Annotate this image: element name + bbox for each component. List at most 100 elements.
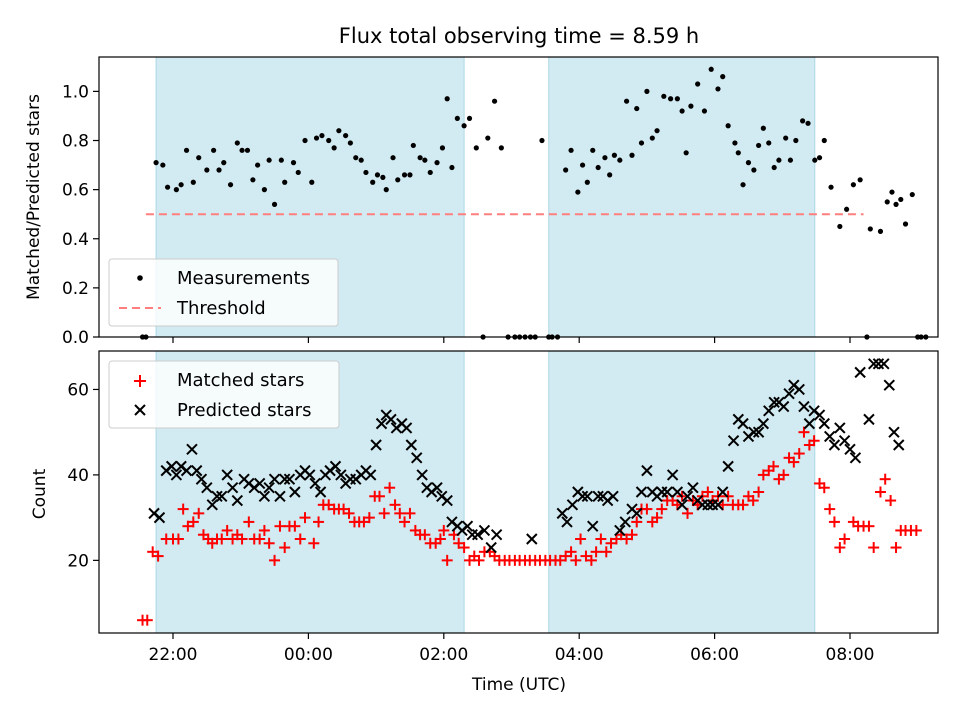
measurement-point bbox=[661, 93, 667, 99]
measurement-point bbox=[771, 164, 777, 171]
predicted-point bbox=[370, 439, 382, 451]
measurement-point bbox=[776, 157, 782, 163]
predicted-point bbox=[576, 490, 589, 502]
y-tick-label: 0.8 bbox=[62, 132, 89, 152]
matched-point bbox=[839, 533, 851, 545]
bottom-y-axis-label: Count bbox=[30, 468, 50, 519]
predicted-point bbox=[309, 477, 321, 490]
measurement-point bbox=[380, 174, 386, 180]
measurement-point bbox=[679, 108, 685, 114]
matched-point bbox=[595, 533, 607, 545]
measurement-point bbox=[370, 179, 376, 185]
predicted-point bbox=[441, 494, 453, 507]
measurement-point bbox=[319, 132, 325, 139]
measurement-point bbox=[850, 182, 856, 188]
predicted-point bbox=[757, 417, 770, 430]
predicted-point bbox=[231, 494, 244, 507]
measurement-point bbox=[644, 88, 650, 94]
measurement-point bbox=[787, 157, 794, 163]
matched-point bbox=[737, 499, 749, 511]
matched-point bbox=[651, 512, 663, 524]
bottom-y-ticks: 20 40 60 bbox=[67, 380, 99, 571]
measurement-point bbox=[160, 162, 166, 168]
matched-point bbox=[363, 512, 375, 524]
matched-point bbox=[626, 529, 638, 541]
matched-point bbox=[834, 542, 846, 554]
predicted-point bbox=[888, 426, 900, 438]
measurement-point bbox=[708, 66, 714, 72]
measurement-point bbox=[336, 128, 342, 134]
predicted-point bbox=[777, 400, 790, 413]
predicted-point bbox=[587, 520, 599, 532]
predicted-point bbox=[748, 426, 760, 438]
matched-point bbox=[299, 512, 311, 524]
measurement-point bbox=[732, 140, 738, 146]
predicted-point bbox=[768, 396, 780, 408]
top-legend: Measurements Threshold bbox=[108, 258, 339, 327]
predicted-point bbox=[314, 486, 327, 498]
measurement-point bbox=[751, 167, 757, 173]
top-panel: 0.0 0.2 0.4 0.6 0.8 1.0 Matched/Predicted sta… bbox=[24, 56, 939, 348]
measurement-point bbox=[216, 167, 222, 173]
matched-point bbox=[236, 533, 248, 545]
predicted-point bbox=[431, 482, 443, 494]
predicted-point bbox=[592, 490, 604, 502]
measurement-point bbox=[701, 108, 708, 114]
predicted-point bbox=[687, 482, 699, 494]
measurement-point bbox=[629, 152, 635, 158]
matched-point bbox=[313, 516, 325, 528]
predicted-point bbox=[823, 430, 836, 443]
matched-point bbox=[910, 524, 922, 536]
measurement-point bbox=[695, 81, 701, 87]
predicted-point bbox=[813, 409, 826, 421]
measurement-point bbox=[449, 164, 455, 171]
matched-point bbox=[279, 542, 291, 554]
measurement-point bbox=[485, 135, 491, 141]
legend-matched-label: Matched stars bbox=[177, 370, 304, 391]
matched-point bbox=[828, 516, 840, 528]
predicted-point bbox=[737, 417, 749, 430]
measurement-point bbox=[766, 140, 772, 146]
matched-point bbox=[187, 516, 199, 528]
predicted-point bbox=[793, 383, 805, 396]
measurement-point bbox=[837, 223, 843, 230]
predicted-point bbox=[405, 439, 418, 451]
measurement-point bbox=[584, 179, 590, 185]
matched-point bbox=[458, 542, 470, 554]
measurement-point bbox=[816, 155, 823, 161]
bottom-legend-box bbox=[108, 360, 340, 429]
predicted-point bbox=[818, 417, 830, 430]
measurement-point bbox=[735, 150, 741, 156]
matched-point bbox=[216, 533, 228, 545]
measurement-point bbox=[204, 167, 210, 173]
measurement-point bbox=[740, 182, 746, 188]
matched-point bbox=[404, 507, 416, 519]
matched-point bbox=[798, 426, 810, 438]
predicted-point bbox=[863, 413, 875, 426]
matched-point bbox=[172, 533, 184, 545]
measurement-point bbox=[244, 147, 251, 153]
predicted-point bbox=[278, 473, 291, 485]
measurement-point bbox=[884, 199, 890, 205]
predicted-point bbox=[834, 422, 846, 434]
measurement-point bbox=[309, 179, 315, 185]
predicted-point bbox=[566, 499, 579, 511]
matched-point bbox=[808, 435, 820, 447]
legend-predicted-label: Predicted stars bbox=[177, 400, 311, 421]
predicted-point bbox=[263, 482, 275, 494]
measurement-point bbox=[358, 157, 364, 163]
matched-point bbox=[753, 486, 765, 498]
measurement-point bbox=[623, 98, 630, 104]
predicted-point bbox=[304, 469, 316, 481]
bottom-legend: Matched stars Predicted stars bbox=[108, 360, 340, 429]
matched-point bbox=[879, 473, 891, 485]
predicted-point bbox=[165, 460, 178, 473]
measurement-point bbox=[473, 145, 479, 151]
predicted-point bbox=[186, 443, 198, 455]
top-y-ticks: 0.0 0.2 0.4 0.6 0.8 1.0 bbox=[62, 82, 99, 348]
matched-point bbox=[343, 507, 355, 519]
measurement-point bbox=[278, 157, 284, 163]
measurement-point bbox=[893, 201, 899, 207]
predicted-point bbox=[206, 499, 218, 511]
legend-measurements-marker bbox=[137, 275, 143, 281]
